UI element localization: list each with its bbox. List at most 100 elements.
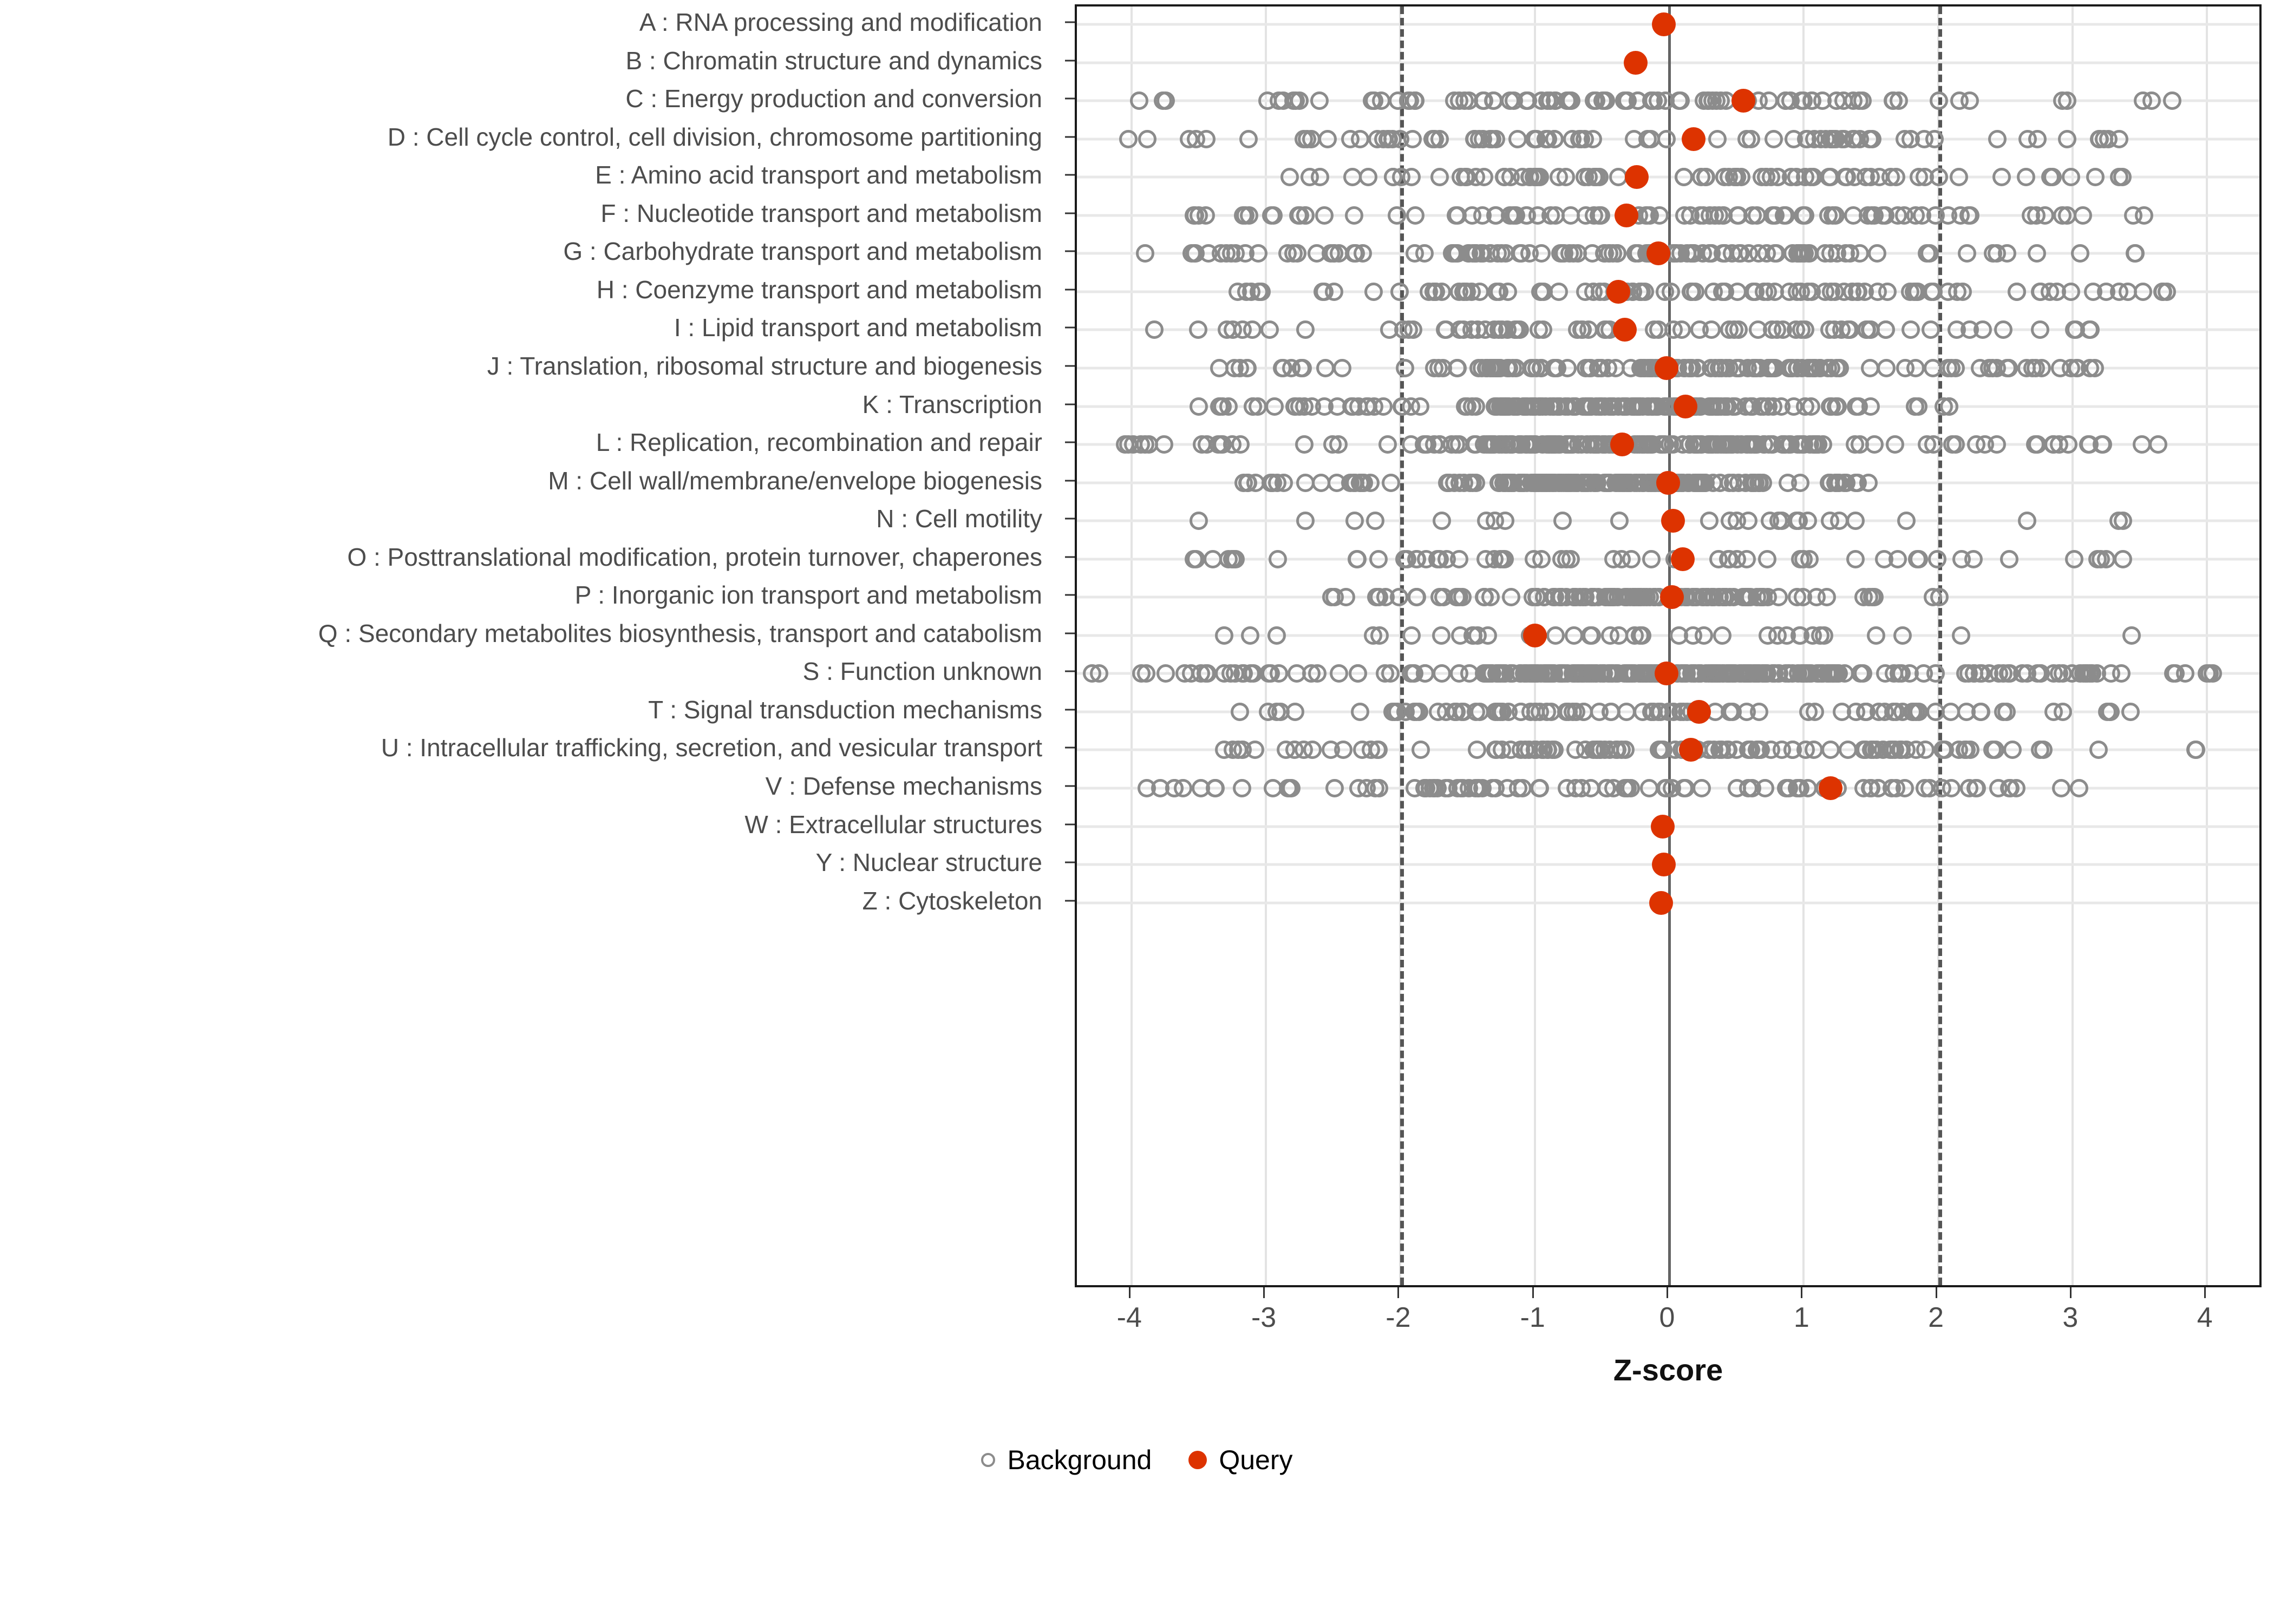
query-point[interactable]	[1623, 50, 1648, 75]
background-point	[2059, 435, 2077, 454]
background-point	[1596, 588, 1615, 607]
query-point[interactable]	[1673, 394, 1697, 418]
background-point	[1280, 168, 1299, 187]
background-point	[1847, 282, 1866, 301]
query-point[interactable]	[1650, 814, 1675, 839]
background-point	[1574, 702, 1593, 721]
vertical-gridline	[1130, 6, 1133, 1285]
background-point	[1926, 702, 1945, 721]
background-point	[2031, 282, 2050, 301]
background-point	[1700, 435, 1719, 454]
query-point[interactable]	[1659, 585, 1684, 610]
legend-item[interactable]: Query	[1188, 1444, 1293, 1476]
background-point	[1393, 397, 1412, 416]
vertical-gridline	[2071, 6, 2074, 1285]
query-point[interactable]	[1681, 127, 1706, 151]
x-axis-tick-label: 3	[2062, 1302, 2079, 1333]
background-point	[1987, 435, 2006, 454]
background-point	[1669, 626, 1688, 645]
x-axis-tick-label: -2	[1386, 1302, 1411, 1333]
background-point	[1388, 206, 1407, 225]
query-point[interactable]	[1522, 623, 1547, 647]
background-point	[1916, 741, 1935, 759]
background-point	[1349, 779, 1368, 797]
background-point	[1468, 320, 1487, 339]
background-point	[1999, 549, 2018, 568]
query-point[interactable]	[1731, 89, 1755, 113]
background-point	[1559, 91, 1578, 110]
query-point[interactable]	[1655, 662, 1679, 686]
query-point[interactable]	[1687, 699, 1711, 724]
background-point	[2114, 549, 2133, 568]
background-point	[1966, 435, 1985, 454]
background-point	[1569, 435, 1588, 454]
legend-item[interactable]: Background	[981, 1444, 1152, 1476]
background-point	[1821, 741, 1840, 759]
background-point	[2163, 91, 2182, 110]
query-point[interactable]	[1649, 890, 1674, 915]
y-axis-tick-label: C : Energy production and conversion	[625, 84, 1042, 113]
background-point	[1642, 549, 1661, 568]
query-point[interactable]	[1656, 470, 1680, 495]
legend-label: Background	[1007, 1445, 1152, 1475]
query-point[interactable]	[1610, 433, 1635, 457]
y-axis-tick	[1065, 823, 1075, 826]
query-point[interactable]	[1678, 738, 1703, 762]
background-point	[1362, 91, 1381, 110]
background-point	[1708, 129, 1727, 148]
query-point[interactable]	[1625, 165, 1649, 189]
background-point	[1766, 282, 1785, 301]
background-point	[1674, 168, 1693, 187]
background-point	[2027, 244, 2046, 263]
query-point[interactable]	[1670, 547, 1695, 571]
background-point	[1553, 512, 1572, 531]
background-point	[1795, 206, 1814, 225]
query-point[interactable]	[1613, 318, 1637, 342]
query-point[interactable]	[1606, 279, 1630, 304]
background-point	[1474, 588, 1493, 607]
background-point	[1787, 512, 1806, 531]
background-point	[1868, 244, 1887, 263]
query-point[interactable]	[1661, 509, 1685, 533]
query-point[interactable]	[1646, 241, 1671, 266]
background-point	[1396, 358, 1415, 377]
background-point	[1928, 549, 1947, 568]
query-point[interactable]	[1614, 203, 1638, 227]
background-point	[1289, 206, 1308, 225]
background-point	[1532, 549, 1551, 568]
background-point	[1258, 91, 1277, 110]
y-axis-tick-label: N : Cell motility	[876, 505, 1042, 533]
x-axis-tick-label: 2	[1928, 1302, 1944, 1333]
background-point	[1407, 549, 1426, 568]
background-point	[1950, 91, 1969, 110]
background-point	[1857, 168, 1876, 187]
y-axis-tick	[1065, 60, 1075, 62]
background-point	[1286, 702, 1305, 721]
background-point	[1909, 702, 1928, 721]
background-point	[1681, 206, 1700, 225]
background-point	[1316, 358, 1335, 377]
query-point[interactable]	[1655, 356, 1679, 380]
background-point	[1433, 512, 1452, 531]
background-point	[1324, 282, 1343, 301]
background-point	[1241, 626, 1260, 645]
background-point	[1759, 91, 1778, 110]
x-axis-tick	[1263, 1287, 1265, 1298]
background-point	[1925, 129, 1944, 148]
background-point	[1967, 779, 1986, 797]
query-point[interactable]	[1652, 12, 1676, 36]
background-point	[1799, 702, 1818, 721]
y-axis-tick-label: Y : Nuclear structure	[815, 848, 1042, 877]
query-point[interactable]	[1652, 853, 1676, 877]
background-point	[1190, 397, 1208, 416]
background-point	[1593, 91, 1612, 110]
background-point	[1901, 320, 1920, 339]
background-point	[1518, 206, 1537, 225]
y-axis-tick	[1065, 136, 1075, 138]
background-point	[1231, 702, 1250, 721]
background-point	[1821, 512, 1840, 531]
query-point[interactable]	[1818, 776, 1842, 800]
background-point	[1713, 358, 1731, 377]
background-point	[1474, 91, 1493, 110]
background-point	[1582, 626, 1601, 645]
